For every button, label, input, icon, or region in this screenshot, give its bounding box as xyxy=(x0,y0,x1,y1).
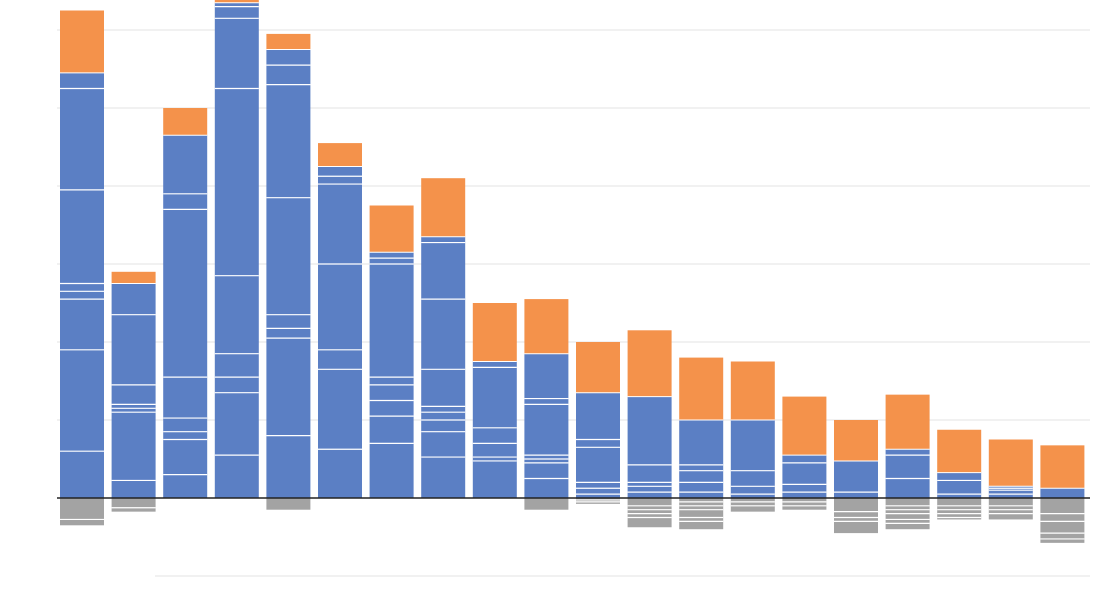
bar-blue xyxy=(730,420,775,498)
bar-orange xyxy=(472,303,517,362)
gridlines xyxy=(57,29,1090,577)
bar-blue xyxy=(679,420,724,498)
bar-gray xyxy=(266,498,311,510)
bar-orange xyxy=(1040,445,1085,489)
bar-gray xyxy=(627,498,672,528)
bar-orange xyxy=(163,108,208,136)
bar-gray xyxy=(730,498,775,512)
bar-orange xyxy=(421,178,466,237)
bar-gray xyxy=(834,498,878,534)
bar-gray xyxy=(60,498,104,526)
bar-orange xyxy=(524,299,569,354)
bar-blue xyxy=(576,392,620,498)
bar-orange xyxy=(576,342,620,393)
bar-blue xyxy=(60,72,104,499)
bar-gray xyxy=(988,498,1033,520)
bar-blue xyxy=(988,486,1033,498)
bar-orange xyxy=(679,357,724,420)
bar-orange xyxy=(111,271,156,284)
bar-blue xyxy=(627,396,672,498)
bar-blue xyxy=(885,449,930,498)
bar-gray xyxy=(524,498,569,510)
bar-gray xyxy=(937,498,982,520)
bar-orange xyxy=(214,0,259,3)
bar-blue xyxy=(369,252,414,498)
bar-blue xyxy=(318,166,362,498)
bar-orange xyxy=(60,10,104,73)
bar-orange xyxy=(782,396,827,456)
bar-blue xyxy=(421,236,466,498)
bar-orange xyxy=(266,33,311,50)
bar-gray xyxy=(576,498,620,504)
bar-blue xyxy=(266,49,311,498)
bar-blue xyxy=(524,353,569,498)
bar-orange xyxy=(369,205,414,253)
bar-gray xyxy=(679,498,724,530)
bars xyxy=(60,0,1085,543)
bar-orange xyxy=(988,439,1033,487)
bar-orange xyxy=(937,429,982,473)
bar-orange xyxy=(627,330,672,397)
bar-blue xyxy=(163,135,208,499)
bar-orange xyxy=(834,420,878,461)
bar-gray xyxy=(111,498,156,512)
bar-blue xyxy=(111,283,156,498)
bar-blue xyxy=(1040,488,1085,498)
bar-blue xyxy=(782,455,827,498)
bar-orange xyxy=(730,361,775,420)
bar-blue xyxy=(214,2,259,498)
bar-gray xyxy=(1040,498,1085,543)
bar-orange xyxy=(885,394,930,450)
bar-blue xyxy=(472,361,517,498)
bar-gray xyxy=(782,498,827,510)
bar-orange xyxy=(318,143,362,167)
